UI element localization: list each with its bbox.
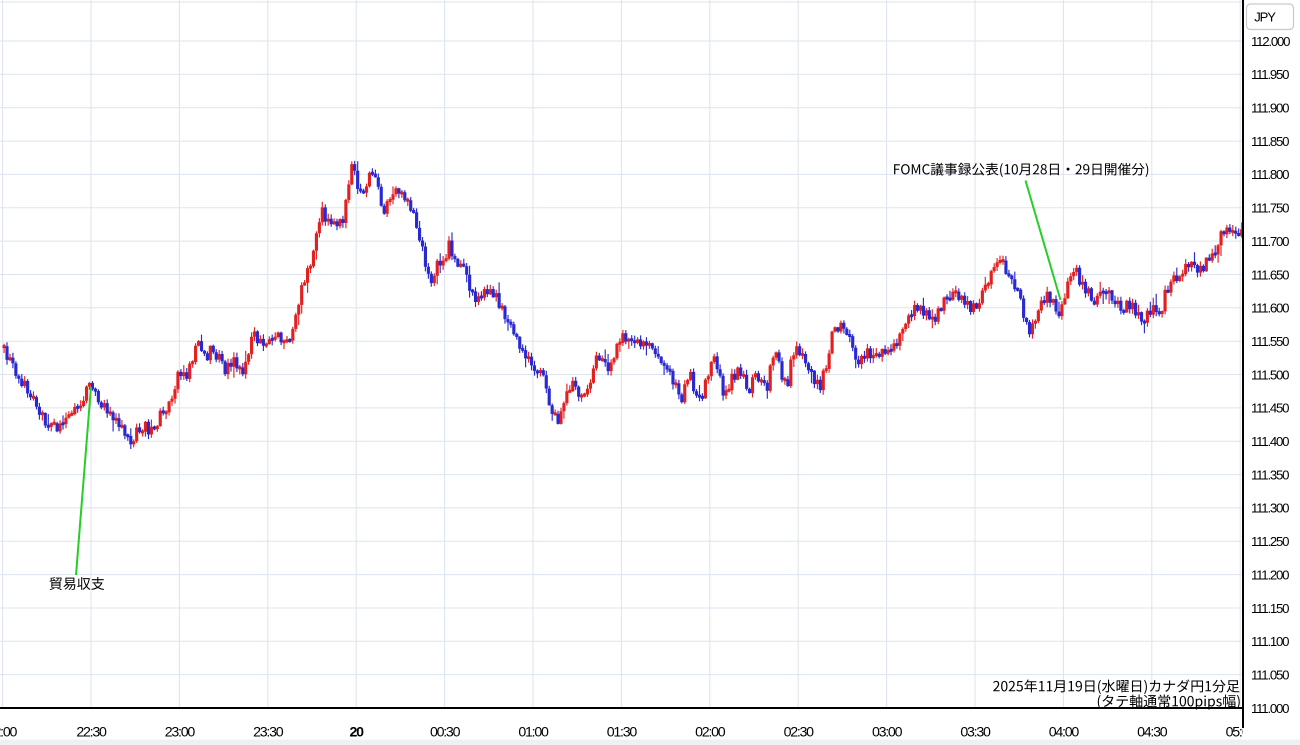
svg-text:JPY: JPY xyxy=(1254,10,1276,25)
svg-text:01:30: 01:30 xyxy=(607,725,638,741)
svg-text:23:30: 23:30 xyxy=(253,725,284,741)
svg-text:111.450: 111.450 xyxy=(1251,401,1289,416)
svg-text:23:00: 23:00 xyxy=(165,725,196,741)
svg-text:111.400: 111.400 xyxy=(1251,434,1289,449)
svg-text:111.350: 111.350 xyxy=(1251,467,1289,482)
svg-text:01:00: 01:00 xyxy=(518,725,549,741)
svg-text:02:00: 02:00 xyxy=(695,725,726,741)
svg-text:111.250: 111.250 xyxy=(1251,534,1289,549)
svg-text:111.150: 111.150 xyxy=(1251,601,1289,616)
svg-text:111.700: 111.700 xyxy=(1251,234,1289,249)
svg-text:111.600: 111.600 xyxy=(1251,301,1289,316)
svg-text:22:00: 22:00 xyxy=(0,725,17,741)
svg-text:20: 20 xyxy=(350,725,365,741)
svg-text:111.500: 111.500 xyxy=(1251,367,1289,382)
svg-text:00:30: 00:30 xyxy=(430,725,461,741)
svg-text:04:00: 04:00 xyxy=(1049,725,1080,741)
svg-text:111.200: 111.200 xyxy=(1251,567,1289,582)
svg-text:111.000: 111.000 xyxy=(1251,701,1289,716)
svg-text:03:30: 03:30 xyxy=(960,725,991,741)
svg-text:111.650: 111.650 xyxy=(1251,267,1289,282)
svg-text:111.550: 111.550 xyxy=(1251,334,1289,349)
svg-text:111.800: 111.800 xyxy=(1251,167,1289,182)
svg-text:111.050: 111.050 xyxy=(1251,667,1289,682)
svg-text:111.300: 111.300 xyxy=(1251,501,1289,516)
svg-text:22:30: 22:30 xyxy=(76,725,107,741)
svg-text:112.000: 112.000 xyxy=(1251,34,1290,49)
svg-text:04:30: 04:30 xyxy=(1137,725,1168,741)
svg-text:111.950: 111.950 xyxy=(1251,67,1289,82)
svg-text:03:00: 03:00 xyxy=(872,725,903,741)
svg-text:111.100: 111.100 xyxy=(1251,634,1289,649)
svg-text:111.750: 111.750 xyxy=(1251,201,1289,216)
svg-text:111.900: 111.900 xyxy=(1251,101,1289,116)
svg-text:111.850: 111.850 xyxy=(1251,134,1289,149)
svg-text:05:00: 05:00 xyxy=(1226,725,1257,741)
svg-text:02:30: 02:30 xyxy=(784,725,815,741)
